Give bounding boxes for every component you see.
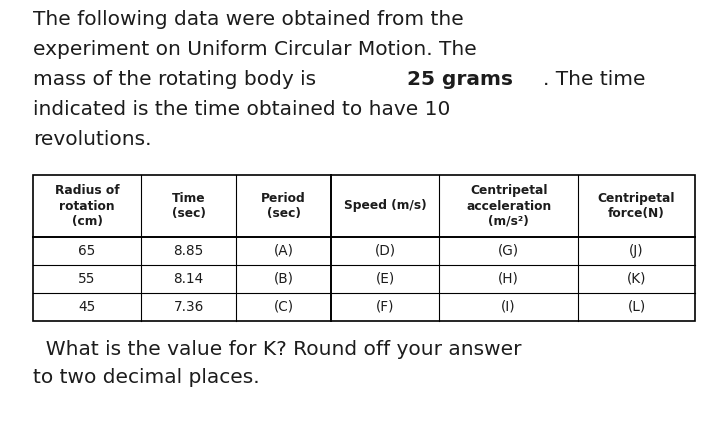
Text: Centripetal
force(N): Centripetal force(N) bbox=[598, 192, 675, 220]
Text: (L): (L) bbox=[627, 300, 646, 314]
Text: Speed (m/s): Speed (m/s) bbox=[344, 200, 426, 212]
Text: (J): (J) bbox=[629, 244, 644, 258]
Text: (B): (B) bbox=[274, 272, 294, 286]
Text: mass of the rotating body is: mass of the rotating body is bbox=[33, 70, 323, 89]
Text: (K): (K) bbox=[627, 272, 647, 286]
Text: What is the value for K? Round off your answer: What is the value for K? Round off your … bbox=[33, 340, 521, 359]
Text: (A): (A) bbox=[274, 244, 294, 258]
Text: Centripetal
acceleration
(m/s²): Centripetal acceleration (m/s²) bbox=[466, 184, 552, 228]
Text: (G): (G) bbox=[498, 244, 519, 258]
Text: (I): (I) bbox=[501, 300, 516, 314]
Text: (D): (D) bbox=[374, 244, 396, 258]
Text: 45: 45 bbox=[78, 300, 96, 314]
Text: 65: 65 bbox=[78, 244, 96, 258]
Text: experiment on Uniform Circular Motion. The: experiment on Uniform Circular Motion. T… bbox=[33, 40, 477, 59]
Bar bbox=[33, 175, 695, 321]
Text: to two decimal places.: to two decimal places. bbox=[33, 368, 260, 387]
Text: (E): (E) bbox=[376, 272, 395, 286]
Text: . The time: . The time bbox=[544, 70, 646, 89]
Text: Period
(sec): Period (sec) bbox=[261, 192, 306, 220]
Text: (F): (F) bbox=[376, 300, 395, 314]
Text: (C): (C) bbox=[274, 300, 294, 314]
Text: Time
(sec): Time (sec) bbox=[171, 192, 206, 220]
Text: (H): (H) bbox=[498, 272, 519, 286]
Text: 8.85: 8.85 bbox=[174, 244, 204, 258]
Text: The following data were obtained from the: The following data were obtained from th… bbox=[33, 10, 464, 29]
Text: Radius of
rotation
(cm): Radius of rotation (cm) bbox=[55, 184, 120, 228]
Text: indicated is the time obtained to have 10: indicated is the time obtained to have 1… bbox=[33, 100, 451, 119]
Text: 55: 55 bbox=[78, 272, 96, 286]
Text: 7.36: 7.36 bbox=[174, 300, 204, 314]
Text: revolutions.: revolutions. bbox=[33, 130, 151, 149]
Text: 25 grams: 25 grams bbox=[407, 70, 513, 89]
Text: 8.14: 8.14 bbox=[174, 272, 204, 286]
